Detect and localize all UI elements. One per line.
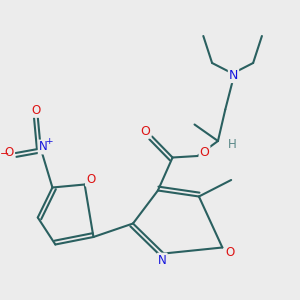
Text: +: + — [45, 137, 53, 146]
Text: H: H — [228, 137, 236, 151]
Text: −: − — [0, 149, 9, 160]
Text: N: N — [39, 140, 47, 154]
Text: O: O — [225, 246, 234, 260]
Text: N: N — [229, 69, 238, 82]
Text: O: O — [141, 124, 151, 138]
Text: O: O — [32, 104, 41, 117]
Text: O: O — [86, 172, 95, 186]
Text: N: N — [158, 254, 167, 267]
Text: O: O — [5, 146, 14, 159]
Text: O: O — [200, 146, 209, 159]
